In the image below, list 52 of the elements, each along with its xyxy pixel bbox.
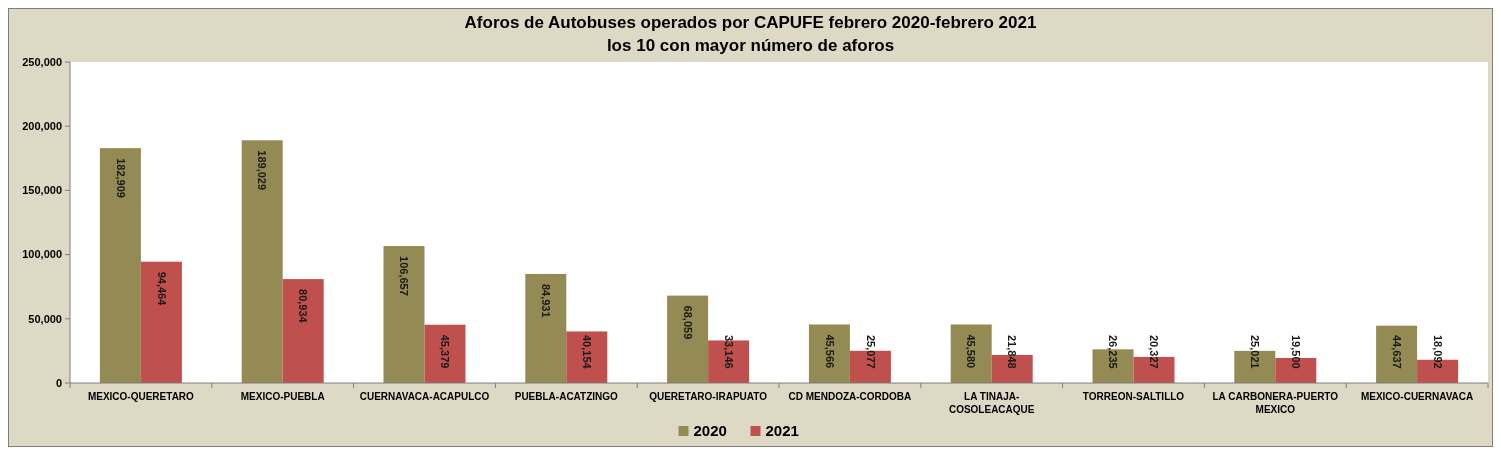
- data-label: 44,637: [1390, 335, 1403, 369]
- x-tick-label: LA CARBONERA-PUERTO MEXICO: [1212, 391, 1339, 415]
- y-tick-label: 50,000: [28, 312, 62, 325]
- data-label: 25,077: [864, 335, 877, 369]
- chart-title: Aforos de Autobuses operados por CAPUFE febrero 2020-febrero 2021: [464, 13, 1037, 32]
- data-label: 20,327: [1148, 335, 1161, 369]
- bar: [424, 324, 466, 383]
- bar: [241, 140, 283, 383]
- x-tick-label: PUEBLA-ACATZINGO: [514, 391, 619, 402]
- bar: [525, 273, 567, 383]
- legend-label: 2021: [765, 422, 799, 440]
- y-tick-label: 100,000: [22, 248, 62, 261]
- data-label: 189,029: [256, 150, 269, 191]
- legend-label: 2020: [693, 422, 727, 440]
- bar: [950, 324, 992, 383]
- x-tick-label: QUERETARO-IRAPUATO: [649, 391, 768, 402]
- y-tick-label: 0: [55, 376, 62, 389]
- data-label: 45,580: [965, 334, 978, 369]
- bar: [1376, 325, 1418, 383]
- data-label: 182,909: [114, 158, 127, 198]
- data-label: 45,379: [439, 334, 452, 369]
- bar: [140, 261, 182, 383]
- y-tick-label: 200,000: [22, 120, 62, 133]
- bar: [808, 324, 850, 383]
- data-label: 19,500: [1289, 335, 1302, 369]
- data-label: 80,934: [297, 289, 310, 324]
- x-tick-label: MEXICO-CUERNAVACA: [1360, 391, 1474, 402]
- data-label: 26,235: [1107, 335, 1120, 369]
- data-label: 106,657: [398, 256, 411, 296]
- data-label: 18,092: [1431, 335, 1444, 369]
- data-label: 40,154: [580, 335, 593, 370]
- data-label: 21,848: [1006, 335, 1019, 369]
- data-label: 25,021: [1248, 335, 1261, 369]
- data-label: 94,464: [155, 271, 168, 307]
- data-label: 84,931: [539, 283, 552, 318]
- bar: [282, 279, 324, 383]
- data-label: 45,566: [823, 334, 836, 369]
- x-tick-label: CD MENDOZA-CORDOBA: [788, 391, 912, 402]
- x-tick-label: LA TINAJA-COSOLEACAQUE: [948, 391, 1035, 415]
- bar: [566, 331, 608, 383]
- x-tick-label: CUERNAVACA-ACAPULCO: [359, 391, 490, 402]
- bar: [667, 295, 709, 383]
- x-tick-label: MEXICO-PUEBLA: [240, 391, 325, 402]
- data-label: 33,146: [722, 335, 735, 369]
- x-tick-label: TORREON-SALTILLO: [1082, 391, 1185, 402]
- data-label: 68,059: [681, 305, 694, 340]
- bar: [99, 148, 141, 383]
- y-tick-label: 150,000: [22, 184, 62, 197]
- chart-subtitle: los 10 con mayor número de aforos: [606, 36, 895, 55]
- y-tick-label: 250,000: [22, 55, 62, 68]
- bar: [383, 246, 425, 383]
- x-tick-label: MEXICO-QUERETARO: [87, 391, 195, 402]
